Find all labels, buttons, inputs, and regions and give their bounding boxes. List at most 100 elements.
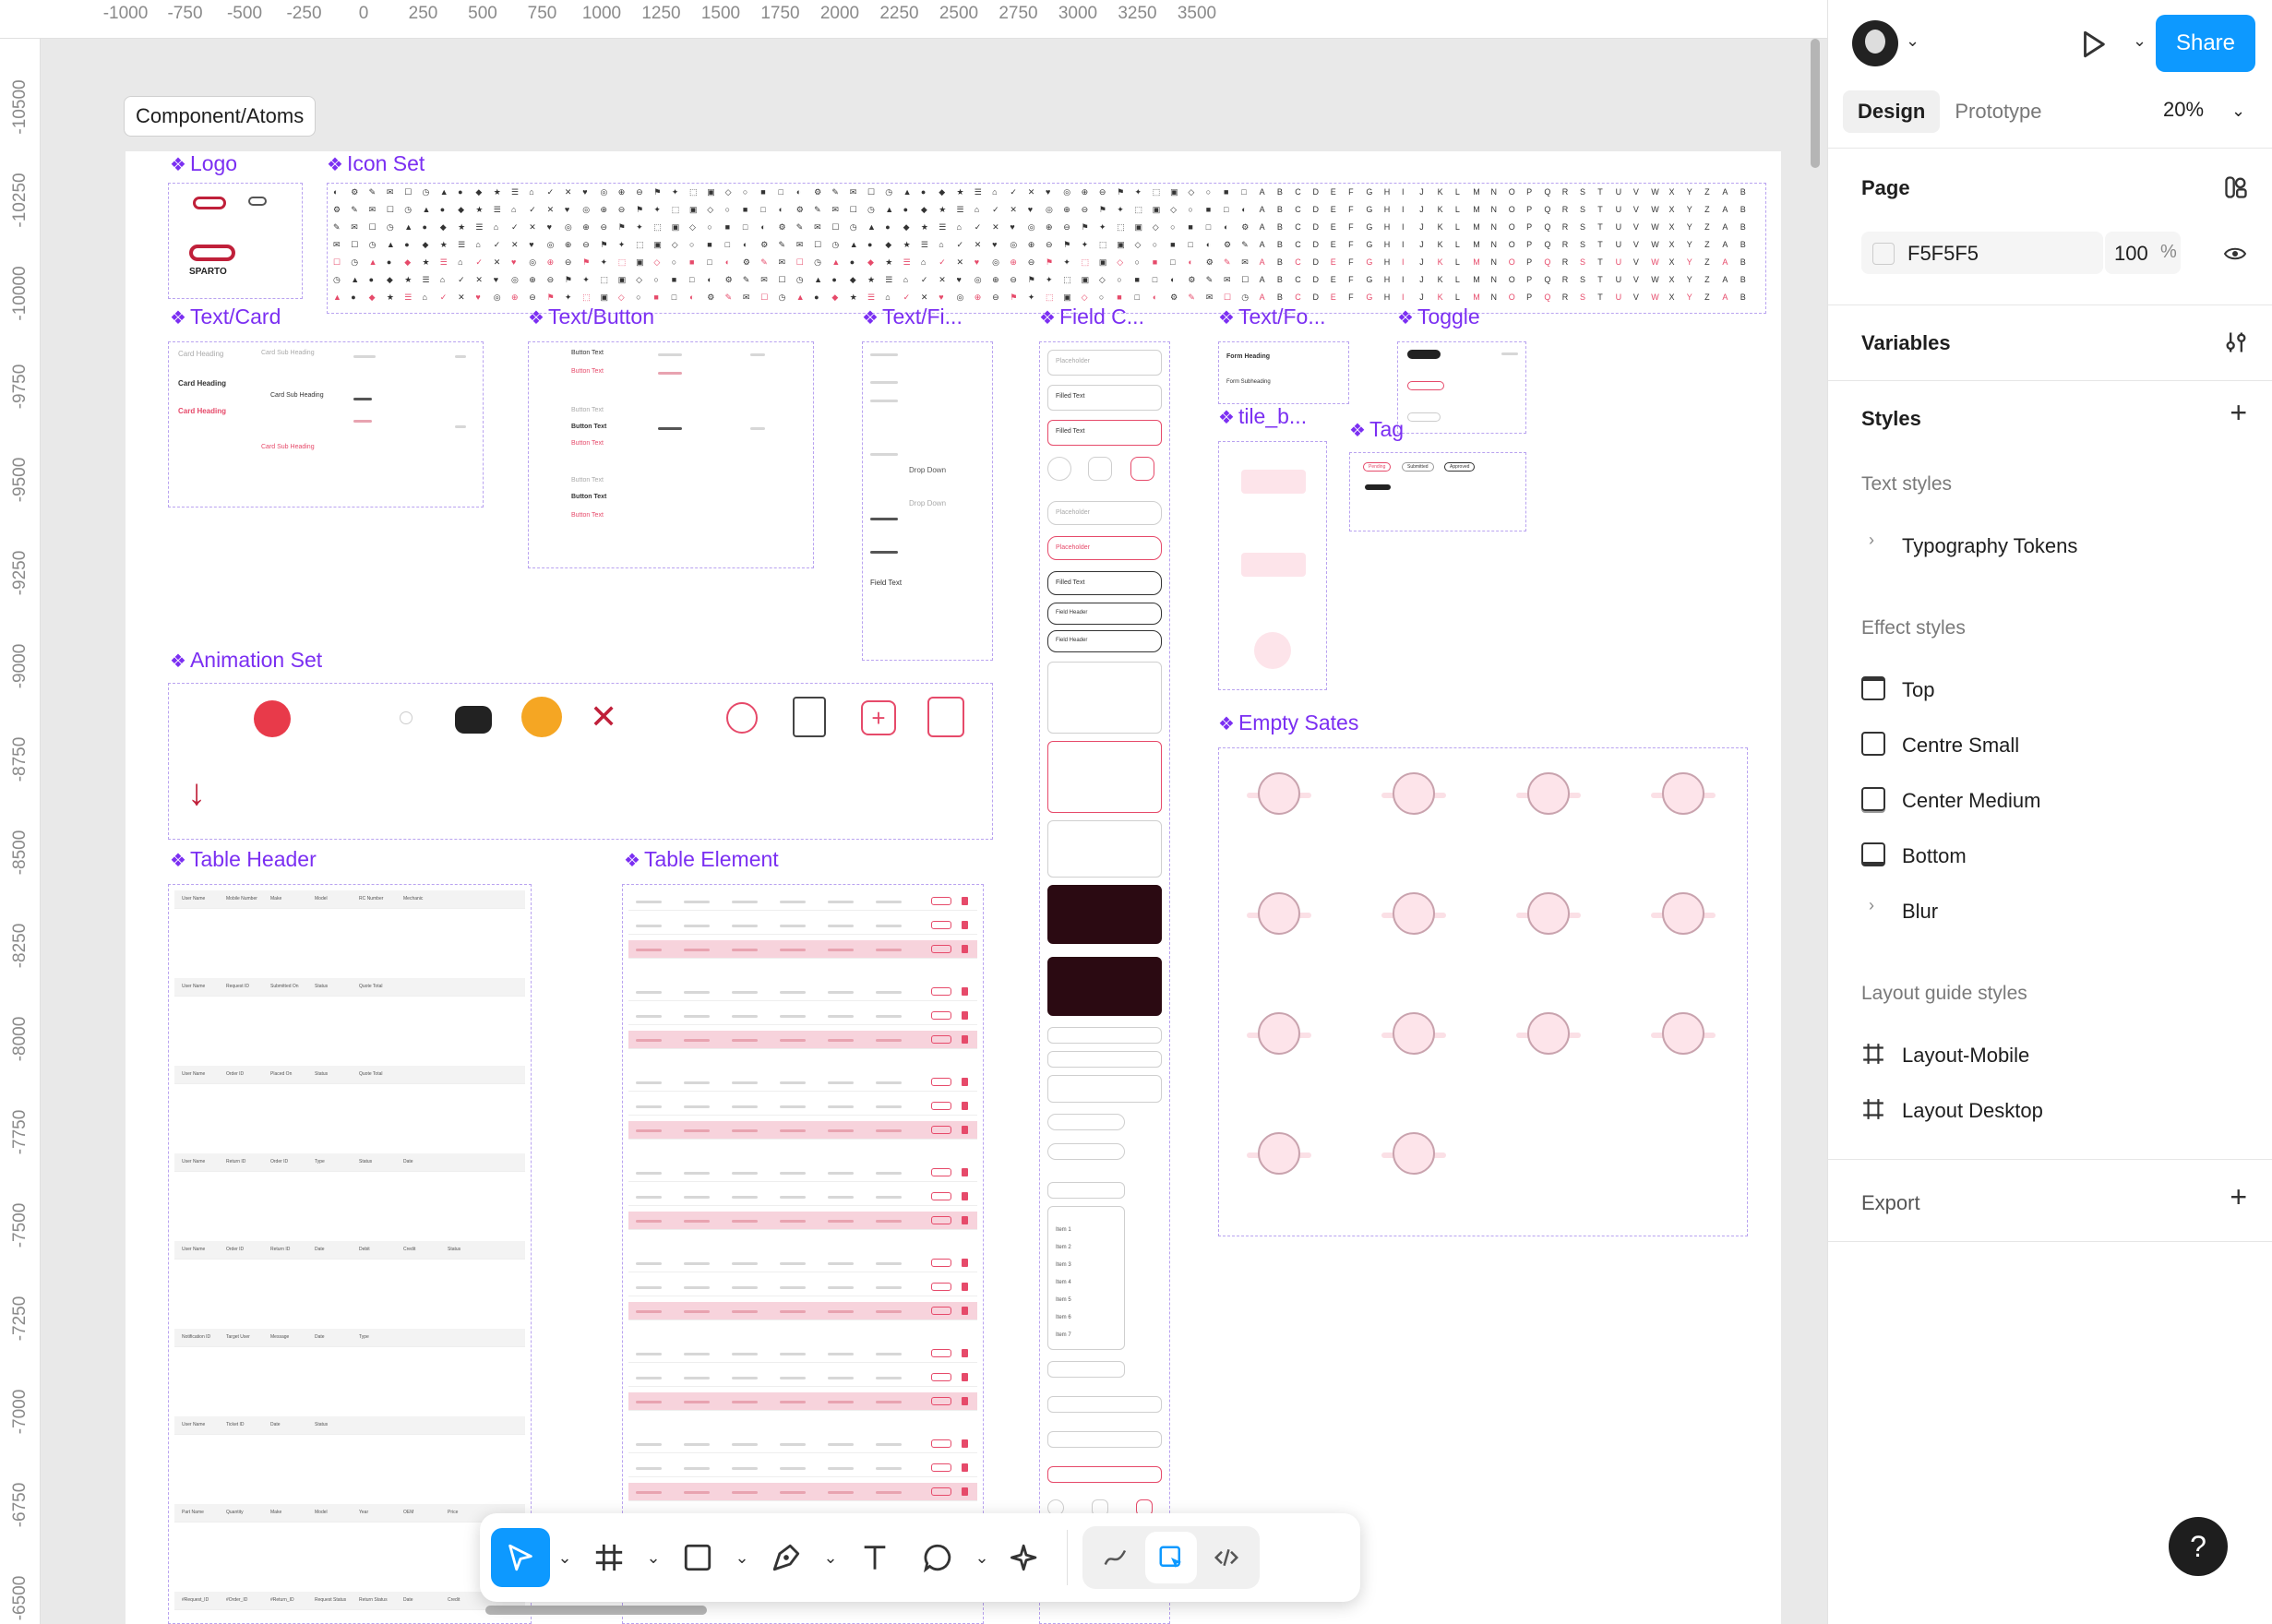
tile-component[interactable] (1218, 441, 1327, 690)
table-row[interactable] (628, 1097, 977, 1116)
table-header-row[interactable]: User Name Request ID Submitted On Status Quo… (174, 978, 525, 997)
row-action-badge[interactable] (931, 1035, 951, 1044)
row-action-badge[interactable] (931, 1283, 951, 1291)
shape-tool-button[interactable] (668, 1528, 727, 1587)
trash-icon[interactable] (962, 1487, 968, 1496)
trash-icon[interactable] (962, 1259, 968, 1267)
section-table-element-title[interactable]: ❖ Table Element (624, 847, 779, 871)
share-button[interactable]: Share (2156, 15, 2255, 72)
text-field-component[interactable]: Drop Down Drop Down Field Text (862, 341, 993, 661)
row-action-badge[interactable] (931, 1011, 951, 1020)
comment-tool-button[interactable] (908, 1528, 967, 1587)
row-action-badge[interactable] (931, 1216, 951, 1224)
trash-icon[interactable] (962, 1463, 968, 1472)
effect-style-item[interactable]: Center Medium (1902, 789, 2041, 812)
eye-icon[interactable] (2221, 243, 2249, 265)
zoom-level[interactable]: 20% ⌄ (2163, 98, 2246, 121)
table-row[interactable] (628, 1031, 977, 1049)
draw-mode-button[interactable] (1090, 1532, 1142, 1583)
row-action-badge[interactable] (931, 1373, 951, 1381)
page-opacity-field[interactable]: 100 % (2105, 232, 2181, 274)
layout-style-item[interactable]: Layout-Mobile (1902, 1044, 2030, 1067)
select-header[interactable]: Field Header (1047, 630, 1162, 652)
table-header-row[interactable]: User Name Return ID Order ID Type Status Date (174, 1153, 525, 1172)
input-error[interactable] (1047, 1466, 1162, 1483)
trash-icon[interactable] (962, 1035, 968, 1044)
search-input[interactable] (1047, 1114, 1125, 1130)
section-text-form-title[interactable]: ❖ Text/Fo... (1218, 304, 1326, 328)
trash-icon[interactable] (962, 1192, 968, 1200)
dropdown-closed[interactable] (1047, 1182, 1125, 1199)
tag-approved[interactable]: Approved (1444, 462, 1476, 472)
frame-name-label[interactable]: Component/Atoms (124, 96, 317, 137)
trash-icon[interactable] (962, 1216, 968, 1224)
row-action-badge[interactable] (931, 1192, 951, 1200)
page-color-value[interactable]: F5F5F5 (1907, 242, 1979, 265)
section-logo-title[interactable]: ❖ Logo (170, 151, 238, 175)
effect-style-item[interactable]: Centre Small (1902, 734, 2020, 757)
row-action-badge[interactable] (931, 1307, 951, 1315)
frame-tool-button[interactable] (580, 1528, 639, 1587)
icon-set-component[interactable]: ◐ ⚙ ✎ ✉ ☐ ◷ ▲ ● ◆ ★ ☰ ⌂ ✓ ✕ ♥ ◎ ⊕ ⊖ ⚑ ✦ ⬚ ▣ ◇ ○ ■ □ ◐ ⚙ ✎ ✉ ☐ ◷ ▲ ● ◆ ★ ☰ ⌂ ✓ ✕… (327, 183, 1766, 314)
table-header-row[interactable]: Notification ID Target User Message Date Typ… (174, 1329, 525, 1347)
row-action-badge[interactable] (931, 1397, 951, 1405)
input-small[interactable] (1047, 1027, 1162, 1044)
trash-icon[interactable] (962, 1283, 968, 1291)
horizontal-scrollbar[interactable] (485, 1606, 707, 1615)
table-row[interactable] (628, 983, 977, 1001)
section-field-comp-title[interactable]: ❖ Field C... (1039, 304, 1144, 328)
table-row[interactable] (628, 1188, 977, 1206)
table-row[interactable] (628, 1278, 977, 1296)
trash-icon[interactable] (962, 1168, 968, 1176)
tag-submitted[interactable]: Submitted (1402, 462, 1434, 472)
section-text-field-title[interactable]: ❖ Text/Fi... (862, 304, 963, 328)
trash-icon[interactable] (962, 1349, 968, 1357)
select-open[interactable]: Field Header (1047, 603, 1162, 625)
trash-icon[interactable] (962, 1439, 968, 1448)
chevron-down-icon[interactable]: ⌄ (2133, 31, 2147, 50)
layout-style-item[interactable]: Layout Desktop (1902, 1099, 2043, 1122)
table-row[interactable] (628, 1212, 977, 1230)
chevron-down-icon[interactable]: ⌄ (823, 1547, 838, 1567)
section-tile-title[interactable]: ❖ tile_b... (1218, 404, 1308, 428)
row-action-badge[interactable] (931, 921, 951, 929)
effect-style-item[interactable]: Blur (1902, 900, 1939, 923)
table-row[interactable] (628, 940, 977, 959)
table-row[interactable] (628, 1254, 977, 1272)
table-row[interactable] (628, 1344, 977, 1363)
text-card-component[interactable]: Card Heading Card Sub Heading Card Headi… (168, 341, 484, 508)
input-error[interactable]: Filled Text (1047, 420, 1162, 446)
textarea-dark[interactable] (1047, 885, 1162, 944)
section-icon-set-title[interactable]: ❖ Icon Set (327, 151, 425, 175)
row-action-badge[interactable] (931, 1126, 951, 1134)
trash-icon[interactable] (962, 921, 968, 929)
library-icon[interactable] (2223, 174, 2249, 200)
dropdown-open[interactable]: Item 1 Item 2 Item 3 Item 4 Item 5 Item 6 Item… (1047, 1206, 1125, 1350)
tab-design[interactable]: Design (1843, 90, 1941, 133)
trash-icon[interactable] (962, 945, 968, 953)
field-component[interactable]: Placeholder Filled Text Filled Text Plac… (1039, 341, 1170, 1624)
input-filled[interactable] (1047, 1431, 1162, 1448)
page-color-field[interactable]: F5F5F5 (1861, 232, 2103, 274)
chevron-down-icon[interactable]: ⌄ (557, 1547, 572, 1567)
select-placeholder[interactable]: Placeholder (1047, 501, 1162, 525)
table-header-row[interactable]: Part Name Quantity Make Model Year OEM Price (174, 1504, 525, 1522)
row-action-badge[interactable] (931, 1463, 951, 1472)
table-row[interactable] (628, 1392, 977, 1411)
table-row[interactable] (628, 1435, 977, 1453)
animation-set-component[interactable]: ✕ + ↓ (168, 683, 993, 840)
play-icon[interactable] (2077, 26, 2109, 63)
trash-icon[interactable] (962, 1078, 968, 1086)
input-placeholder[interactable]: Placeholder (1047, 350, 1162, 376)
design-canvas[interactable]: -1000 -750 -500 -250 0 250 500 750 1000 1250 1500 1… (0, 0, 1827, 1624)
add-export-button[interactable]: + (2230, 1180, 2247, 1213)
textarea[interactable] (1047, 662, 1162, 734)
row-action-badge[interactable] (931, 945, 951, 953)
color-swatch[interactable] (1872, 243, 1895, 265)
toggle-inactive[interactable] (1407, 412, 1441, 422)
avatar[interactable] (1852, 20, 1898, 66)
chevron-right-icon[interactable]: › (1869, 896, 1874, 914)
row-action-badge[interactable] (931, 1487, 951, 1496)
text-form-component[interactable]: Form Heading Form Subheading (1218, 341, 1349, 404)
section-text-button-title[interactable]: ❖ Text/Button (528, 304, 655, 328)
